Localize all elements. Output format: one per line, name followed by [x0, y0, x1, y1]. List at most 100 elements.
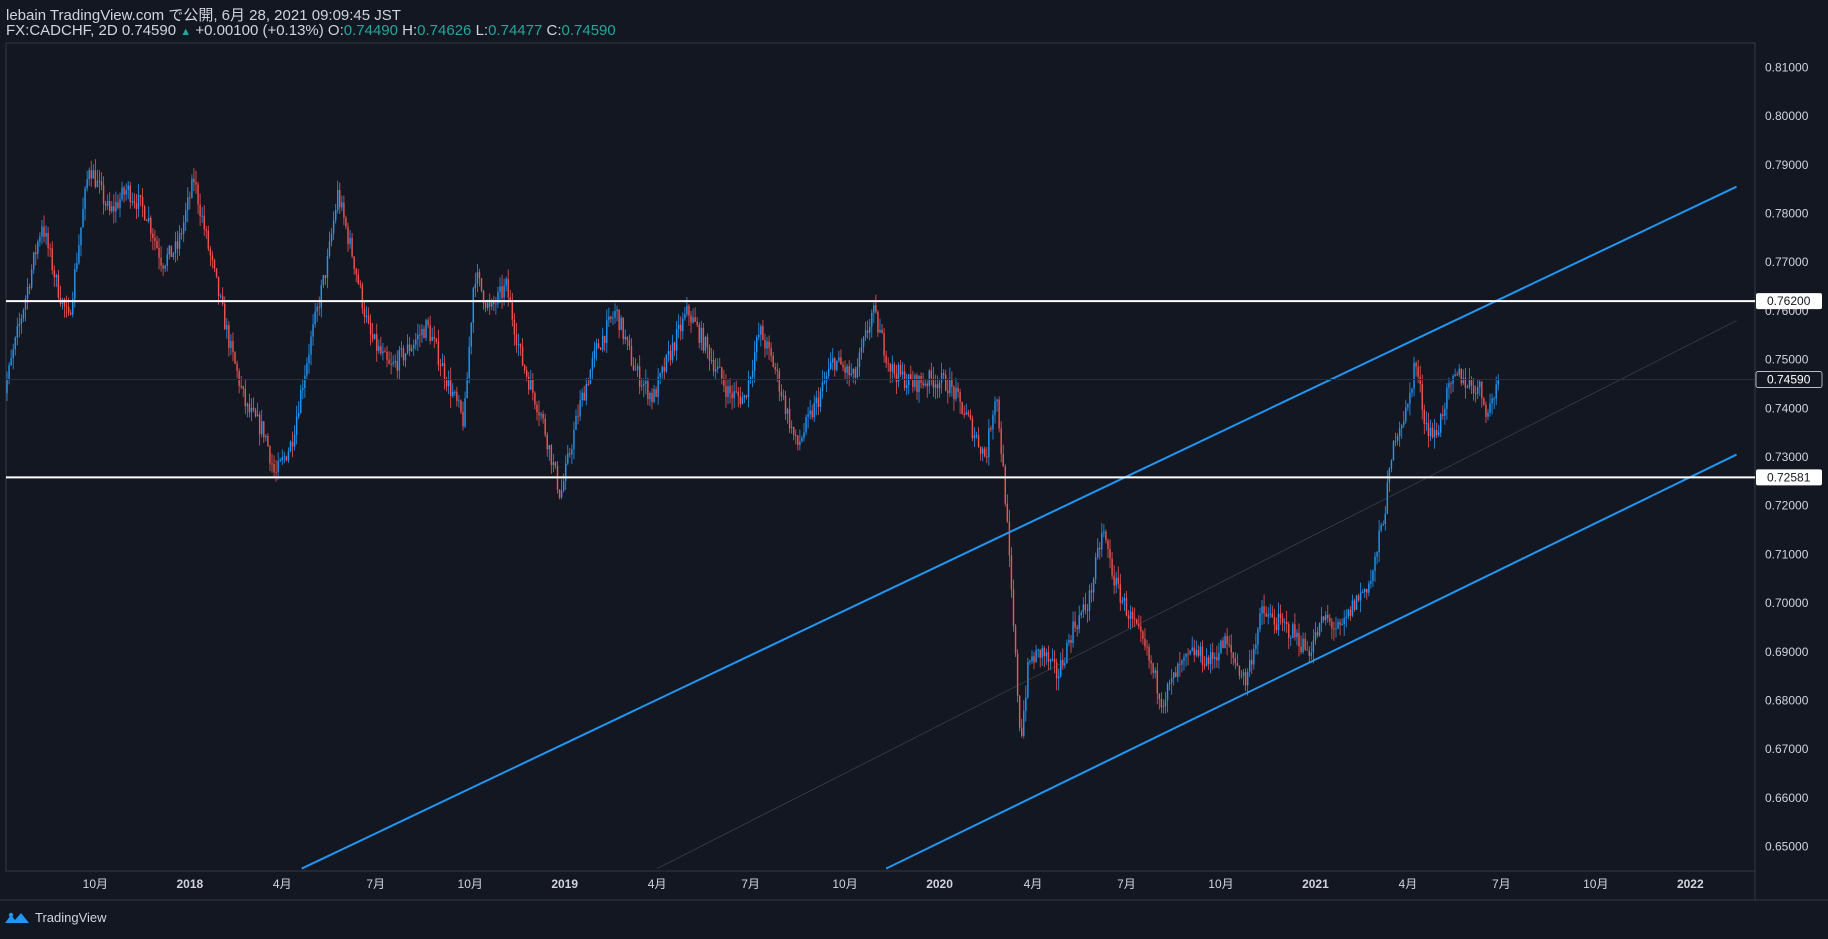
candle	[386, 345, 388, 368]
candle	[1006, 494, 1009, 524]
candle	[1033, 652, 1035, 670]
candle	[823, 371, 826, 385]
candle	[1409, 382, 1411, 416]
candle	[704, 335, 707, 354]
candle	[706, 333, 709, 359]
candle	[694, 307, 696, 322]
candle	[953, 385, 955, 412]
candle	[538, 400, 540, 427]
candle	[595, 338, 598, 361]
candle	[1187, 648, 1189, 666]
candle	[26, 278, 29, 310]
candle	[1251, 649, 1253, 674]
candle	[1491, 393, 1493, 415]
candle	[201, 207, 203, 223]
candle	[324, 274, 327, 285]
last-price-tag	[1755, 371, 1823, 388]
candle	[139, 194, 142, 207]
candle	[211, 251, 214, 269]
candle	[1456, 371, 1458, 377]
level-price-tag	[1756, 293, 1822, 310]
candle	[312, 314, 314, 346]
candle	[1487, 408, 1489, 421]
candle	[838, 350, 840, 363]
candle	[334, 203, 337, 224]
candle	[1368, 580, 1370, 597]
candle	[692, 308, 694, 324]
candle	[1129, 605, 1132, 630]
low-label: L:	[475, 22, 489, 39]
candle	[883, 327, 885, 363]
candle	[172, 252, 175, 260]
candle	[1357, 593, 1360, 603]
candle	[1450, 381, 1452, 394]
candle	[1246, 668, 1249, 696]
candle	[988, 419, 990, 466]
candle	[702, 322, 705, 354]
candle	[351, 232, 353, 259]
y-tick-label: 0.69000	[1765, 645, 1809, 659]
candle	[1029, 659, 1031, 666]
candle	[1489, 393, 1491, 417]
candle	[994, 396, 996, 424]
candle	[844, 360, 846, 380]
candle	[922, 372, 924, 389]
candle	[365, 306, 368, 323]
candle	[497, 286, 499, 308]
candle	[626, 336, 629, 350]
candle	[647, 377, 649, 406]
symbol-label: FX:CADCHF, 2D 0.74590	[6, 22, 177, 39]
candle	[1045, 648, 1048, 665]
candle	[466, 371, 468, 399]
candle	[829, 352, 832, 370]
candle	[1094, 552, 1097, 584]
candle	[1353, 598, 1356, 612]
candle	[1310, 641, 1313, 660]
candle	[885, 350, 887, 368]
candle	[1004, 464, 1007, 507]
candle	[1066, 639, 1068, 664]
brand-label: TradingView	[35, 910, 107, 925]
candle	[232, 332, 234, 362]
candle	[1138, 615, 1140, 630]
candle	[400, 341, 403, 358]
candle	[971, 415, 974, 442]
candle	[930, 362, 933, 386]
candle	[1446, 383, 1448, 420]
candle	[1230, 634, 1232, 665]
candle	[632, 357, 635, 372]
candle	[267, 433, 269, 447]
candle	[875, 294, 877, 314]
x-tick-label: 4月	[1024, 877, 1043, 891]
candle	[113, 194, 115, 224]
candle	[1335, 616, 1337, 638]
candle	[180, 228, 183, 240]
candle	[308, 343, 310, 374]
candle	[1043, 645, 1046, 668]
candle	[328, 231, 331, 259]
candle	[938, 378, 941, 398]
candle	[788, 397, 791, 434]
candle	[1164, 691, 1167, 714]
candle	[667, 340, 670, 363]
candle	[154, 229, 156, 251]
candle	[47, 226, 49, 257]
candle	[191, 174, 193, 199]
candle	[1308, 646, 1310, 663]
candle	[1226, 628, 1228, 656]
candle	[669, 344, 672, 366]
ohlc-legend: FX:CADCHF, 2D 0.74590 ▲ +0.00100 (+0.13%…	[6, 22, 616, 39]
candle	[616, 305, 618, 322]
candle	[396, 350, 399, 379]
candle	[1374, 552, 1376, 582]
candle	[636, 363, 639, 378]
candle	[634, 358, 637, 371]
candle	[871, 309, 873, 338]
candle	[215, 268, 218, 279]
candle	[35, 244, 37, 266]
candle	[710, 347, 713, 364]
plot-layer	[6, 159, 1755, 870]
x-tick-label: 2018	[176, 877, 203, 891]
candle	[776, 362, 779, 382]
